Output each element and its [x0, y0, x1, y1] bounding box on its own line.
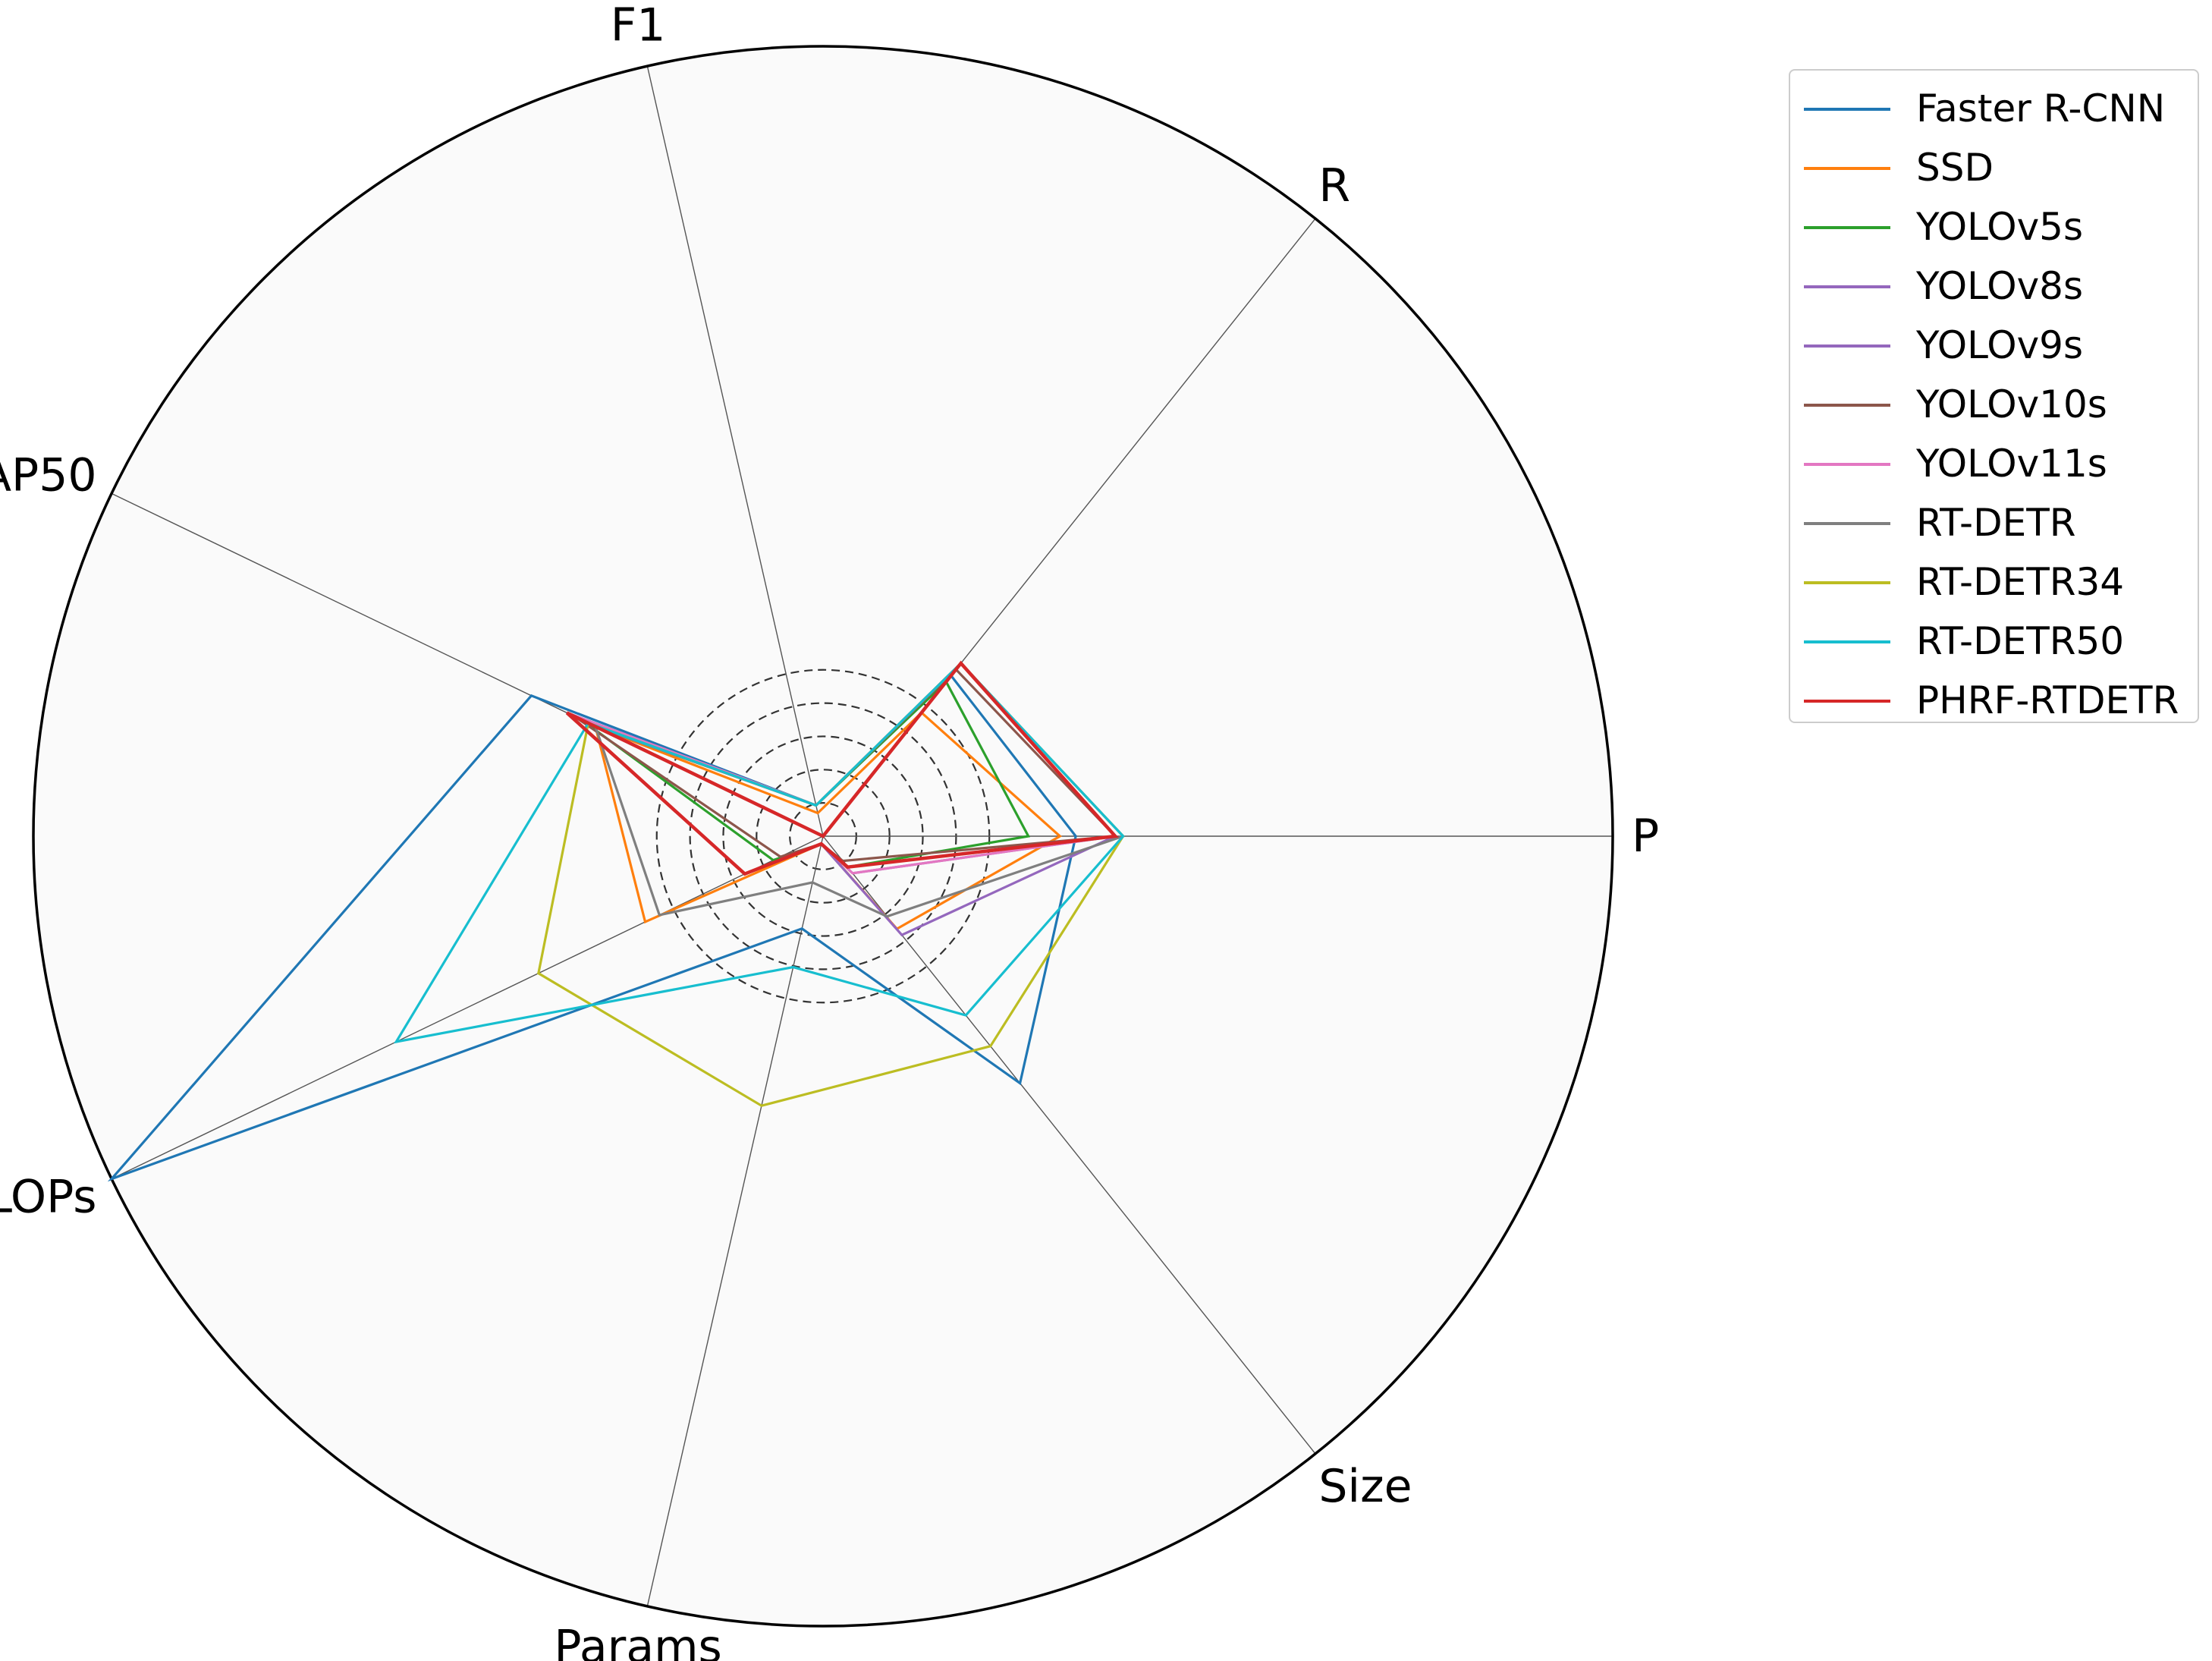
axis-spoke [111, 835, 824, 1180]
legend-swatch [1804, 285, 1890, 288]
legend-swatch [1804, 463, 1890, 466]
legend-label: SSD [1916, 146, 1994, 190]
legend-item: YOLOv9s [1790, 316, 2198, 376]
legend-swatch [1804, 167, 1890, 170]
legend-swatch [1804, 404, 1890, 407]
axis-spoke [646, 835, 824, 1607]
axis-labels: P R F1 mAP50 FLOPs Params Size [0, 0, 1659, 1661]
legend-swatch [1804, 640, 1890, 643]
legend-label: YOLOv10s [1916, 382, 2107, 426]
legend-swatch [1804, 581, 1890, 584]
axis-label-params: Params [554, 1621, 721, 1661]
legend-item: PHRF-RTDETR [1790, 672, 2198, 731]
axis-label-map50: mAP50 [0, 448, 97, 502]
legend: Faster R-CNN SSD YOLOv5s YOLOv8s YOLOv9s YOLO… [1789, 69, 2199, 723]
legend-swatch [1804, 700, 1890, 703]
legend-label: YOLOv5s [1916, 205, 2084, 249]
legend-item: Faster R-CNN [1790, 80, 2198, 139]
axis-label-r: R [1318, 159, 1350, 212]
axis-spokes [111, 65, 1613, 1607]
legend-item: YOLOv10s [1790, 376, 2198, 435]
legend-swatch [1804, 108, 1890, 111]
legend-item: RT-DETR34 [1790, 553, 2198, 612]
legend-label: YOLOv11s [1916, 442, 2107, 486]
outer-frame [32, 45, 1614, 1628]
legend-label: RT-DETR50 [1916, 619, 2125, 663]
axis-label-flops: FLOPs [0, 1171, 97, 1224]
legend-swatch [1804, 344, 1890, 348]
legend-label: YOLOv8s [1916, 264, 2084, 308]
axis-label-size: Size [1318, 1460, 1412, 1513]
axis-spoke [646, 65, 824, 837]
series-layer [107, 660, 1126, 1182]
legend-item: RT-DETR50 [1790, 612, 2198, 672]
legend-item: RT-DETR [1790, 494, 2198, 553]
legend-item: YOLOv11s [1790, 435, 2198, 494]
series-line [394, 661, 1125, 1044]
legend-swatch [1804, 226, 1890, 229]
legend-label: Faster R-CNN [1916, 87, 2166, 131]
legend-item: YOLOv8s [1790, 257, 2198, 316]
legend-label: RT-DETR [1916, 501, 2076, 545]
series-phrf-rtdetr [565, 660, 1119, 876]
legend-item: SSD [1790, 139, 2198, 198]
axis-label-p: P [1632, 810, 1659, 863]
legend-item: YOLOv5s [1790, 198, 2198, 257]
series-line [565, 660, 1119, 876]
legend-label: RT-DETR34 [1916, 560, 2125, 604]
axis-label-f1: F1 [611, 0, 666, 52]
legend-swatch [1804, 522, 1890, 525]
legend-label: YOLOv9s [1916, 323, 2084, 367]
axis-spoke [822, 835, 1316, 1455]
legend-label: PHRF-RTDETR [1916, 678, 2179, 722]
